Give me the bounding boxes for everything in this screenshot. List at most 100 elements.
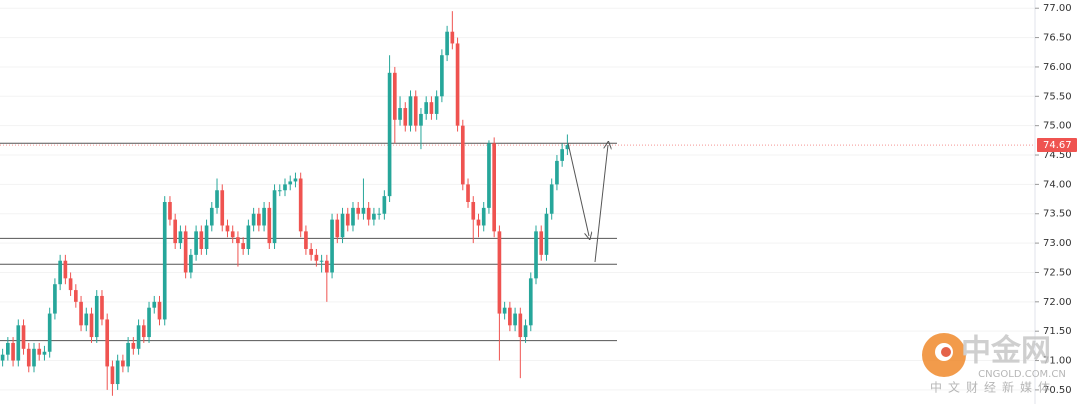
- candle-body: [89, 313, 94, 338]
- candle-body: [288, 181, 293, 185]
- candle-body: [115, 360, 120, 385]
- y-tick-label: 71.00: [1043, 356, 1072, 367]
- candle-body: [68, 278, 73, 291]
- candle-body: [450, 31, 455, 44]
- candle-body: [272, 190, 277, 244]
- grid: [0, 7, 1035, 391]
- candle-body: [440, 55, 444, 97]
- candle-body: [84, 313, 89, 326]
- candle-body: [173, 219, 178, 244]
- y-axis: 70.50 71.00 71.50 72.00 72.50 73.00 73.50 74.00…: [1035, 3, 1077, 396]
- candle-body: [94, 295, 99, 338]
- candle-body: [372, 213, 376, 220]
- candle-body: [204, 225, 209, 249]
- candle-body: [131, 342, 136, 349]
- candle-body: [293, 178, 298, 182]
- candle-body: [345, 213, 350, 226]
- price-label: 74.67: [1043, 140, 1072, 151]
- candle-body: [199, 231, 204, 249]
- candle-body: [413, 96, 418, 126]
- candle-body: [481, 207, 486, 226]
- candle-body: [560, 149, 564, 161]
- logo: [941, 347, 951, 357]
- y-tick-label: 71.50: [1043, 326, 1072, 337]
- candle-body: [16, 325, 21, 361]
- candle-body: [63, 260, 68, 279]
- candle-body: [251, 213, 256, 226]
- candle-body: [230, 231, 235, 238]
- candle-body: [215, 190, 219, 208]
- candle-body: [53, 284, 57, 314]
- y-tick-label: 76.00: [1043, 62, 1072, 73]
- candle-body: [126, 342, 130, 367]
- y-tick-label: 75.50: [1043, 91, 1072, 102]
- candle-body: [11, 342, 15, 361]
- candle-body: [330, 219, 334, 273]
- candle-body: [47, 313, 52, 352]
- candle-body: [0, 354, 5, 361]
- candle-body: [518, 313, 523, 338]
- candle-body: [209, 207, 214, 226]
- candle-body: [382, 196, 387, 214]
- candle-body: [419, 113, 423, 126]
- levels: [0, 142, 1035, 342]
- watermark: 中金网 CNGOLD.COM.CN 中文财经新媒体: [922, 333, 1066, 395]
- candle-body: [544, 213, 549, 255]
- candle-body: [460, 125, 465, 185]
- candle-body: [434, 96, 439, 114]
- candle-body: [283, 184, 287, 191]
- candle-body: [392, 72, 397, 120]
- candle-body: [356, 207, 361, 214]
- candle-body: [377, 213, 381, 215]
- candle-body: [183, 231, 188, 273]
- candle-body: [309, 248, 313, 255]
- candle-body: [351, 207, 355, 226]
- candle-body: [471, 202, 476, 220]
- candle-body: [26, 348, 31, 367]
- arrow: [594, 145, 608, 263]
- candle-body: [298, 178, 303, 232]
- candle-body: [58, 260, 62, 285]
- candle-body: [319, 260, 324, 262]
- candle-body: [73, 290, 78, 302]
- candle-body: [121, 360, 125, 367]
- candle-body: [79, 301, 83, 326]
- candle-body: [277, 190, 282, 192]
- candle-body: [476, 219, 481, 226]
- candle-body: [152, 301, 157, 308]
- candle-body: [162, 202, 167, 320]
- candle-body: [314, 254, 319, 261]
- candle-body: [492, 143, 497, 232]
- candle-body: [523, 325, 528, 338]
- y-tick-label: 72.00: [1043, 297, 1072, 308]
- candle-body: [6, 342, 10, 355]
- candle-body: [387, 72, 392, 197]
- candle-body: [257, 213, 261, 226]
- candle-body: [403, 108, 408, 126]
- watermark-slogan: 中文财经新媒体: [930, 380, 1056, 395]
- candle-body: [534, 231, 538, 279]
- candle-body: [262, 207, 266, 226]
- candle-body: [304, 231, 308, 249]
- candle-body: [147, 307, 151, 338]
- candle-body: [236, 237, 240, 244]
- y-tick-label: 74.50: [1043, 150, 1072, 161]
- y-tick-label: 74.00: [1043, 179, 1072, 190]
- candle-body: [100, 295, 104, 320]
- candle-body: [408, 96, 413, 126]
- candle-body: [141, 325, 146, 338]
- y-tick-label: 76.50: [1043, 33, 1072, 44]
- candle-body: [549, 184, 554, 214]
- candle-body: [189, 254, 193, 273]
- candle-body: [105, 319, 110, 367]
- candle-body: [21, 325, 26, 349]
- candle-body: [110, 366, 115, 385]
- candle-body: [398, 108, 402, 120]
- candle-body: [445, 31, 449, 56]
- y-tick-label: 70.50: [1043, 385, 1072, 396]
- candle-body: [487, 143, 491, 208]
- candle-body: [157, 301, 162, 320]
- candle-body: [32, 348, 36, 367]
- candle-body: [555, 160, 559, 185]
